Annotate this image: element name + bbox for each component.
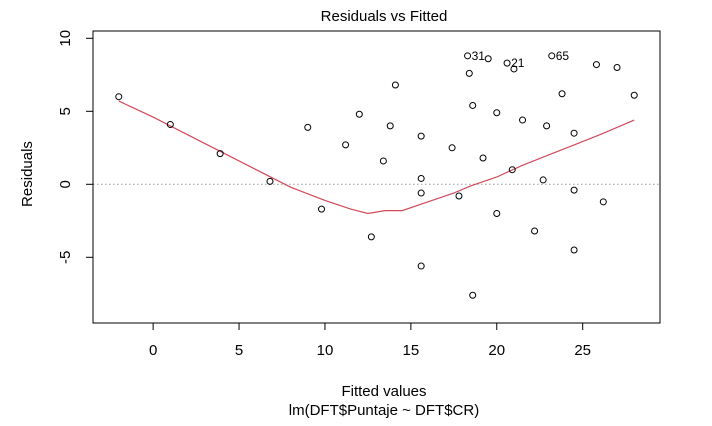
x-tick-label: 5 [235,342,243,359]
data-point [630,91,638,99]
data-point [266,177,274,185]
data-point [469,101,477,109]
x-tick-label: 0 [149,342,157,359]
data-point [570,186,578,194]
data-point [455,192,463,200]
data-point [342,141,350,149]
data-point [166,120,174,128]
chart-title: Residuals vs Fitted [321,8,448,25]
x-tick-label: 15 [403,342,420,359]
data-point [558,90,566,98]
x-tick-label: 20 [488,342,505,359]
data-point [510,65,518,73]
data-point [391,81,399,89]
data-point [531,227,539,235]
data-point [543,122,551,130]
data-point [484,55,492,63]
x-tick-label: 25 [574,342,591,359]
data-point [592,61,600,69]
data-point [519,116,527,124]
data-point [367,233,375,241]
data-point [216,150,224,158]
y-tick-label: 0 [57,180,74,188]
data-point [417,174,425,182]
data-point [448,144,456,152]
x-tick-label: 10 [317,342,334,359]
points-layer [115,52,638,299]
data-point [465,69,473,77]
data-point [417,189,425,197]
data-point [469,291,477,299]
data-point [539,176,547,184]
point-label: 65 [556,49,570,63]
data-point [417,262,425,270]
data-point [304,123,312,131]
data-point [570,129,578,137]
data-point [548,52,556,60]
data-point [464,52,472,60]
data-point [493,210,501,217]
data-point [599,198,607,206]
data-point [355,110,363,118]
data-point [508,166,516,174]
data-point [115,93,123,101]
x-axis-label: Fitted values [341,383,426,400]
data-point [379,157,387,165]
point-labels-layer: 31 21 65 [472,49,570,70]
data-point [318,205,326,213]
y-tick-label: 5 [57,107,74,115]
smooth-line [118,100,635,215]
data-point [386,122,394,130]
data-point [613,64,621,71]
model-formula-subtitle: lm(DFT$Puntaje ~ DFT$CR) [289,402,479,419]
axes-layer: 0 5 10 15 20 25 -5 0 5 10 [57,30,661,359]
point-label: 21 [511,56,525,70]
y-tick-label: 10 [57,30,74,47]
data-point [479,154,487,162]
data-point [493,109,501,117]
data-point [570,246,578,254]
point-label: 31 [472,49,486,63]
smooth-line-layer [118,100,635,215]
data-point [417,132,425,140]
y-tick-label: -5 [57,251,74,264]
plot-frame [92,30,661,324]
data-point [503,59,511,67]
y-axis-label: Residuals [19,141,36,207]
